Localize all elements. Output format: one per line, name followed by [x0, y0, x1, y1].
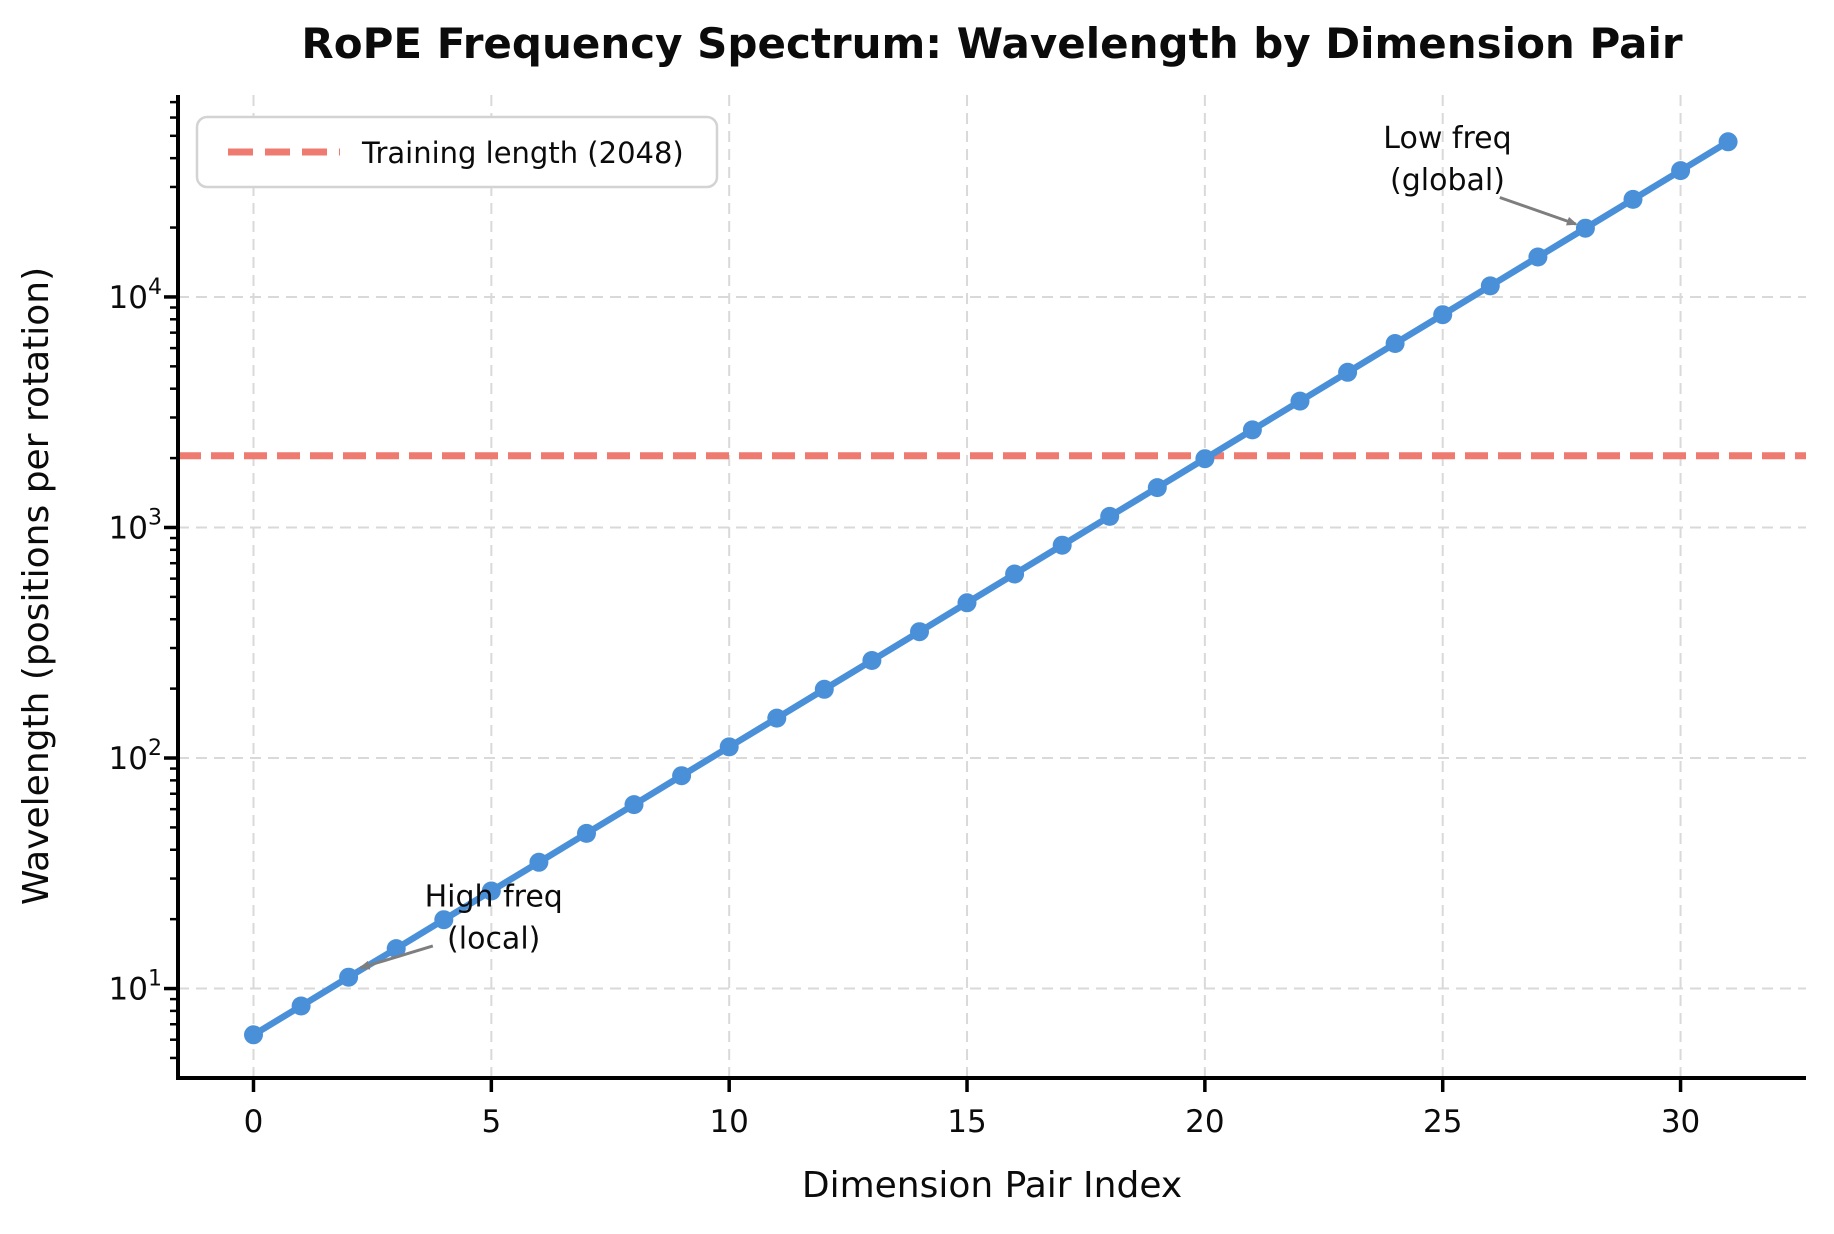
- data-point: [1052, 535, 1072, 555]
- data-point: [1623, 189, 1643, 209]
- data-point: [244, 1025, 263, 1045]
- data-point: [1147, 478, 1167, 498]
- data-point: [529, 852, 549, 872]
- legend-box: [195, 115, 719, 189]
- x-tick-label: 15: [947, 1104, 986, 1140]
- data-point: [1575, 218, 1595, 238]
- annotation-text: High freq: [425, 880, 563, 915]
- x-tick-label: 0: [244, 1104, 264, 1140]
- series-layer: [244, 132, 1738, 1045]
- legend-layer: [195, 115, 719, 189]
- data-point: [1005, 564, 1025, 584]
- data-point: [814, 679, 834, 699]
- data-point: [1671, 161, 1691, 181]
- data-point: [862, 651, 882, 670]
- x-axis-label: Dimension Pair Index: [802, 1165, 1182, 1206]
- x-tick-label: 10: [709, 1104, 748, 1140]
- x-tick-label: 20: [1185, 1104, 1224, 1140]
- data-point: [386, 939, 406, 959]
- data-point: [624, 795, 644, 815]
- annotation-text: (local): [447, 922, 540, 957]
- data-point: [1338, 362, 1358, 382]
- y-tick-label: 101: [109, 967, 162, 1008]
- data-point: [1385, 334, 1405, 353]
- y-tick-label: 102: [109, 736, 162, 777]
- x-tick-label: 30: [1661, 1104, 1700, 1140]
- data-point: [577, 823, 596, 843]
- annotation-arrow: [358, 944, 434, 970]
- data-point: [1242, 420, 1262, 440]
- data-point: [910, 622, 929, 642]
- data-point: [1528, 247, 1548, 267]
- annotation-text: Low freq: [1383, 121, 1511, 156]
- annotation-layer: High freq (local) Low freq (global): [358, 121, 1578, 970]
- data-point: [1100, 506, 1120, 526]
- x-tick-label: 25: [1423, 1104, 1462, 1140]
- y-tick-label: 103: [109, 505, 162, 546]
- grid-layer: [178, 95, 1806, 1078]
- data-point: [291, 996, 311, 1016]
- data-point: [719, 737, 739, 757]
- data-point: [957, 593, 977, 613]
- data-point: [434, 910, 454, 930]
- legend-label: Training length (2048): [361, 136, 684, 170]
- data-point: [767, 708, 787, 728]
- y-tick-label: 104: [109, 275, 162, 316]
- data-point: [339, 967, 359, 987]
- data-point: [1718, 132, 1738, 152]
- x-tick-label: 5: [481, 1104, 501, 1140]
- data-point: [1195, 449, 1215, 469]
- chart-title: RoPE Frequency Spectrum: Wavelength by D…: [301, 19, 1682, 68]
- data-point: [1290, 391, 1310, 411]
- data-point: [672, 766, 692, 786]
- annotation-text: (global): [1390, 163, 1505, 198]
- data-point: [1480, 276, 1500, 296]
- annotation-arrow: [1499, 196, 1578, 226]
- data-point: [481, 881, 501, 901]
- axes-layer: 0 5 10 15 20 25 30 101 102 103 104: [109, 95, 1806, 1140]
- y-axis-label: Wavelength (positions per rotation): [16, 267, 57, 905]
- data-point: [1433, 305, 1453, 325]
